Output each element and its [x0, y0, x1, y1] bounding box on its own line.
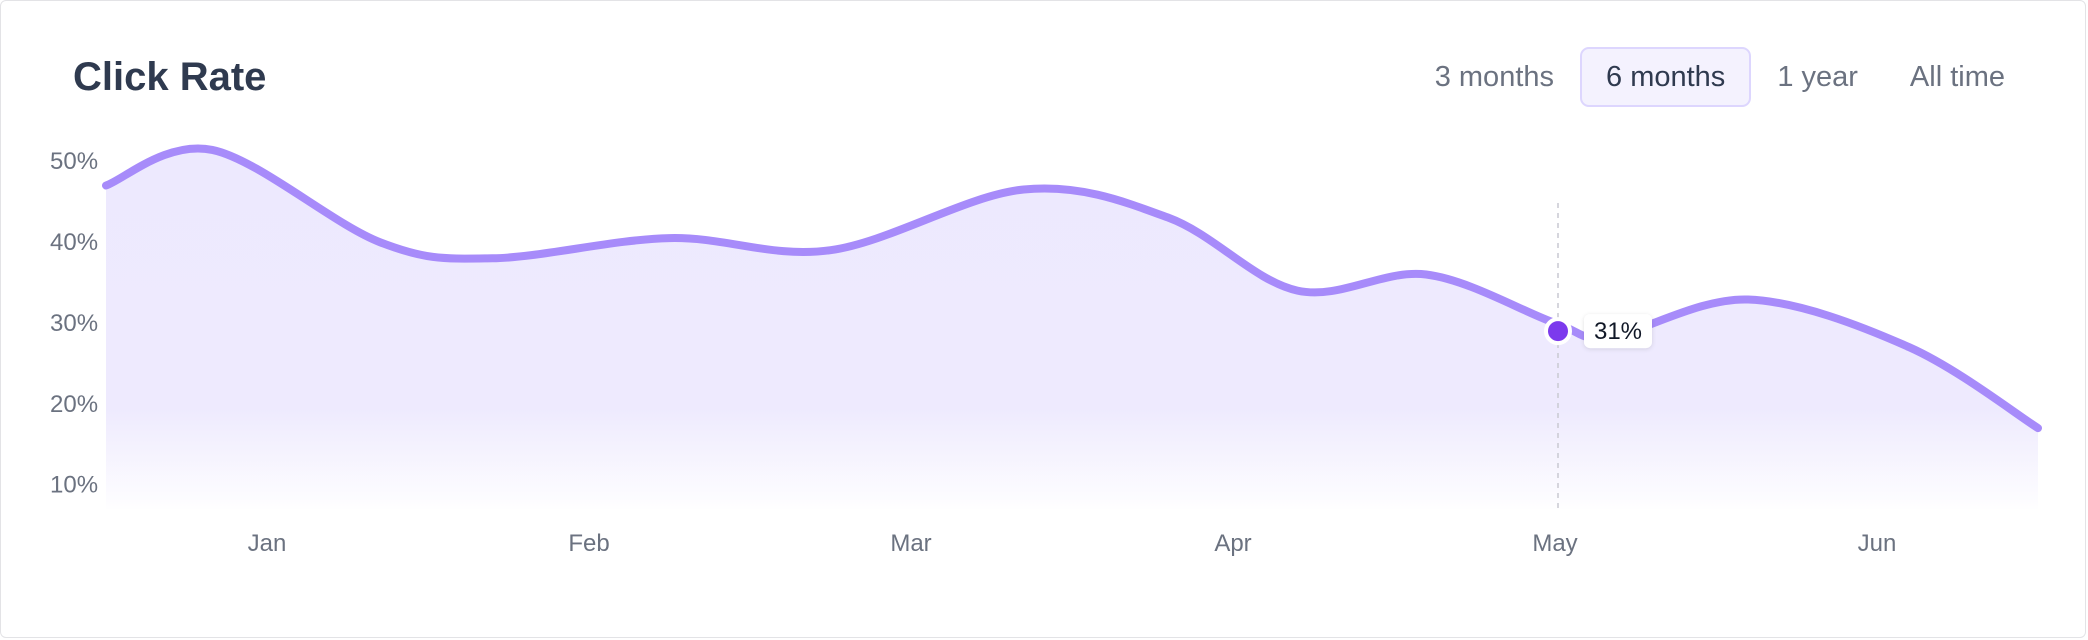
y-tick-label: 20%	[50, 391, 98, 418]
x-tick-label: May	[1532, 530, 1577, 557]
x-tick-label: Jun	[1858, 530, 1897, 557]
tooltip-box	[1584, 314, 1652, 349]
series-line	[102, 144, 2042, 433]
tab-6-months[interactable]: 6 months	[1580, 47, 1752, 107]
x-tick-label: Apr	[1214, 530, 1251, 557]
time-range-tabs: 3 months 6 months 1 year All time	[1409, 47, 2031, 107]
y-axis-labels: 50% 40% 30% 20% 10%	[50, 148, 98, 499]
area-fill	[106, 148, 2038, 509]
chart-title: Click Rate	[73, 55, 267, 99]
highlight-layer: 31%	[1544, 203, 1652, 509]
x-axis-labels: Jan Feb Mar Apr May Jun	[248, 530, 1897, 557]
y-tick-label: 40%	[50, 229, 98, 256]
tab-1-year[interactable]: 1 year	[1751, 47, 1884, 107]
y-tick-label: 10%	[50, 472, 98, 499]
x-tick-label: Feb	[568, 530, 609, 557]
y-tick-label: 50%	[50, 148, 98, 175]
highlight-point[interactable]	[1544, 317, 1572, 346]
x-tick-label: Mar	[890, 530, 931, 557]
tab-all-time[interactable]: All time	[1884, 47, 2031, 107]
x-tick-label: Jan	[248, 530, 287, 557]
tab-3-months[interactable]: 3 months	[1409, 47, 1580, 107]
tooltip-value: 31%	[1594, 318, 1642, 345]
y-tick-label: 30%	[50, 310, 98, 337]
